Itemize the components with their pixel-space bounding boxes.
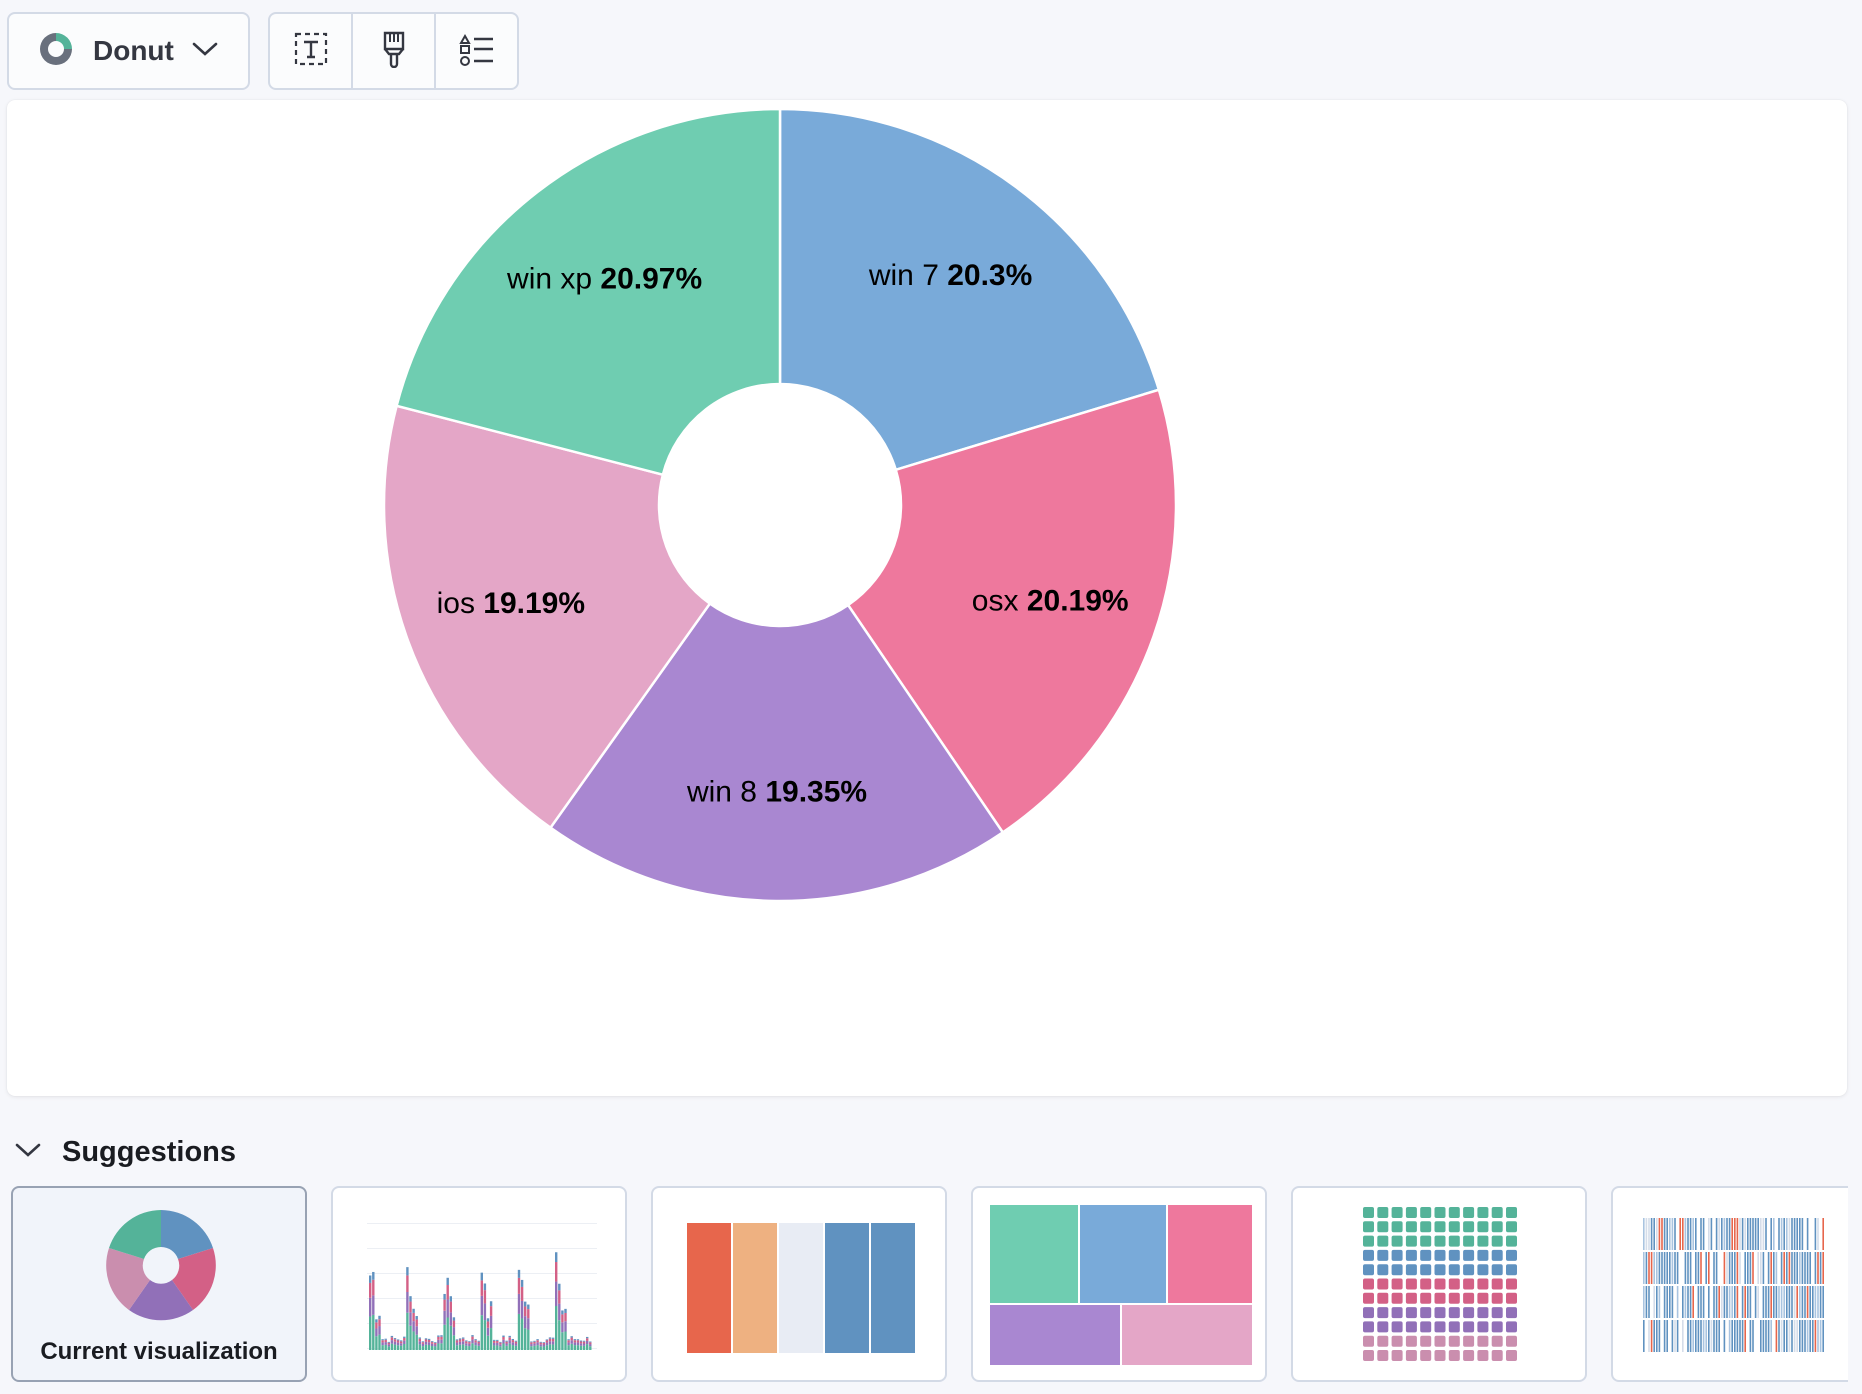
treemap-thumbnail (990, 1205, 1252, 1365)
donut-thumbnail (106, 1210, 216, 1321)
slice-osx[interactable] (846, 388, 1178, 835)
heatmap-thumbnail (1643, 1218, 1824, 1352)
chevron-down-icon (14, 1141, 42, 1164)
current-visualization-label: Current visualization (40, 1338, 278, 1365)
donut-chart-icon (37, 30, 75, 73)
suggestion-heatmap[interactable] (1611, 1186, 1848, 1382)
paint-brush-icon (379, 30, 409, 73)
chart-panel: win 7 20.3% osx 20.19% win 8 19.35% ios 19.… (7, 100, 1847, 1096)
stacked-column-thumbnail (687, 1223, 915, 1353)
slice-win-xp[interactable] (395, 107, 782, 477)
slice-name-win-8: win 8 (686, 775, 765, 808)
slice-label-ios: ios 19.19% (437, 587, 585, 620)
slice-win-8[interactable] (548, 601, 1005, 903)
slice-name-osx: osx (972, 584, 1027, 617)
bar-thumbnail (367, 1223, 597, 1350)
paint-brush-button[interactable] (353, 14, 436, 88)
legend-list-icon (458, 31, 495, 72)
slice-label-win-7: win 7 20.3% (868, 259, 1032, 292)
slice-name-ios: ios (437, 587, 484, 620)
slice-label-osx: osx 20.19% (972, 584, 1129, 617)
slice-percent-ios: 19.19% (483, 587, 585, 620)
slice-percent-win-7: 20.3% (947, 259, 1032, 292)
suggestions-list: Current visualization (11, 1186, 1848, 1386)
suggestion-bar-chart[interactable] (331, 1186, 627, 1382)
chart-type-switcher[interactable]: Donut (7, 12, 250, 90)
text-label-button[interactable] (270, 14, 353, 88)
suggestion-waffle[interactable] (1291, 1186, 1587, 1382)
slice-percent-win-xp: 20.97% (600, 262, 702, 295)
legend-button[interactable] (436, 14, 517, 88)
slice-percent-win-8: 19.35% (765, 775, 867, 808)
suggestion-treemap[interactable] (971, 1186, 1267, 1382)
slice-label-win-8: win 8 19.35% (686, 775, 867, 808)
text-label-icon (293, 31, 329, 72)
chart-type-label: Donut (93, 35, 174, 66)
donut-chart: win 7 20.3% osx 20.19% win 8 19.35% ios 19.… (382, 107, 1178, 903)
slice-percent-osx: 20.19% (1027, 584, 1129, 617)
slice-ios[interactable] (382, 404, 712, 830)
slice-label-win-xp: win xp 20.97% (506, 262, 702, 295)
suggestion-current-visualization[interactable]: Current visualization (11, 1186, 307, 1382)
waffle-thumbnail (1363, 1207, 1517, 1361)
toolbar: Donut (7, 12, 519, 90)
chart-options-button-group (268, 12, 519, 90)
slice-name-win-xp: win xp (506, 262, 600, 295)
suggestion-stacked-column[interactable] (651, 1186, 947, 1382)
suggestions-toggle[interactable]: Suggestions (14, 1136, 236, 1169)
suggestions-title: Suggestions (62, 1136, 237, 1168)
slice-win-7[interactable] (778, 107, 1161, 472)
chevron-down-icon (192, 41, 218, 62)
slice-name-win-7: win 7 (868, 259, 947, 292)
